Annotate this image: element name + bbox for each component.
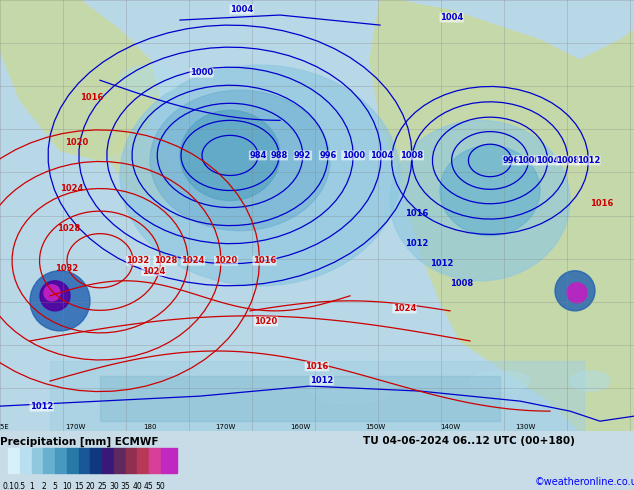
Polygon shape <box>370 0 634 431</box>
Text: Precipitation [mm] ECMWF: Precipitation [mm] ECMWF <box>0 437 158 447</box>
Bar <box>100 376 500 421</box>
Text: 1032: 1032 <box>55 264 78 273</box>
Text: 1008: 1008 <box>401 151 424 160</box>
Text: 1016: 1016 <box>405 209 429 218</box>
Text: 0.5: 0.5 <box>14 482 26 490</box>
Text: 1004: 1004 <box>370 151 393 160</box>
Bar <box>90 448 102 473</box>
Bar <box>20 448 32 473</box>
Text: 20: 20 <box>86 482 95 490</box>
Polygon shape <box>110 130 170 200</box>
Text: 150W: 150W <box>365 424 385 430</box>
Text: 0.1: 0.1 <box>3 482 14 490</box>
Bar <box>79 448 90 473</box>
Circle shape <box>44 285 60 301</box>
Bar <box>50 361 584 431</box>
Text: 1016: 1016 <box>253 256 276 265</box>
Text: 1024: 1024 <box>393 304 417 313</box>
Text: 180: 180 <box>143 424 157 430</box>
Bar <box>149 448 161 473</box>
Text: 1000: 1000 <box>190 68 213 77</box>
Text: 130W: 130W <box>515 424 535 430</box>
Text: 30: 30 <box>109 482 119 490</box>
Text: 50: 50 <box>156 482 165 490</box>
Polygon shape <box>0 0 160 160</box>
Text: 170W: 170W <box>215 424 235 430</box>
Bar <box>32 448 43 473</box>
Text: 1012: 1012 <box>430 259 453 268</box>
Bar <box>8 448 20 473</box>
Ellipse shape <box>570 371 610 391</box>
Text: 1012: 1012 <box>310 376 333 385</box>
Text: 1012: 1012 <box>577 156 600 165</box>
Text: 1012: 1012 <box>30 402 53 411</box>
Text: 992: 992 <box>294 151 311 160</box>
Text: 1028: 1028 <box>154 256 177 265</box>
Text: 996: 996 <box>320 151 337 160</box>
Text: 1032: 1032 <box>126 256 150 265</box>
Text: 1016: 1016 <box>305 362 328 371</box>
Text: 25: 25 <box>97 482 107 490</box>
Text: 1020: 1020 <box>254 317 278 326</box>
Text: 1008: 1008 <box>557 156 579 165</box>
Text: 984: 984 <box>249 151 267 160</box>
Text: 1004: 1004 <box>536 156 559 165</box>
Text: ©weatheronline.co.uk: ©weatheronline.co.uk <box>534 477 634 487</box>
Text: 1024: 1024 <box>60 184 84 193</box>
Text: 988: 988 <box>270 151 288 160</box>
Text: 1020: 1020 <box>65 138 88 147</box>
Text: 15: 15 <box>74 482 84 490</box>
Ellipse shape <box>180 110 280 200</box>
Text: 35: 35 <box>120 482 131 490</box>
Text: 2: 2 <box>41 482 46 490</box>
Circle shape <box>40 281 70 311</box>
Circle shape <box>555 271 595 311</box>
Text: 1: 1 <box>29 482 34 490</box>
Ellipse shape <box>310 379 390 404</box>
Bar <box>55 448 67 473</box>
Bar <box>43 448 55 473</box>
Text: 175E: 175E <box>0 424 9 430</box>
Ellipse shape <box>470 371 530 391</box>
Text: 45: 45 <box>144 482 154 490</box>
Ellipse shape <box>440 146 540 236</box>
Circle shape <box>30 271 90 331</box>
Text: 1004: 1004 <box>440 13 463 22</box>
Text: 1000: 1000 <box>517 156 540 165</box>
Text: 1004: 1004 <box>230 5 253 14</box>
Text: 996: 996 <box>503 156 521 165</box>
Text: 1008: 1008 <box>450 279 473 288</box>
Ellipse shape <box>390 121 570 281</box>
Text: 1024: 1024 <box>142 267 165 276</box>
Text: 1028: 1028 <box>57 223 81 233</box>
Text: 40: 40 <box>133 482 142 490</box>
Text: 1000: 1000 <box>342 151 365 160</box>
Text: 1016: 1016 <box>590 198 613 208</box>
Text: 5: 5 <box>53 482 58 490</box>
Text: 10: 10 <box>62 482 72 490</box>
Bar <box>161 448 177 473</box>
Text: 140W: 140W <box>440 424 460 430</box>
Bar <box>138 448 149 473</box>
Text: 1024: 1024 <box>181 256 205 265</box>
Ellipse shape <box>120 65 400 286</box>
Text: TU 04-06-2024 06..12 UTC (00+180): TU 04-06-2024 06..12 UTC (00+180) <box>363 437 575 446</box>
Bar <box>114 448 126 473</box>
Bar <box>67 448 79 473</box>
Bar <box>126 448 138 473</box>
Ellipse shape <box>120 65 180 95</box>
Ellipse shape <box>150 90 330 231</box>
Text: 1012: 1012 <box>405 239 429 247</box>
Text: 160W: 160W <box>290 424 310 430</box>
Bar <box>102 448 114 473</box>
Text: 170W: 170W <box>65 424 85 430</box>
Circle shape <box>567 283 587 303</box>
Text: 1016: 1016 <box>80 93 103 102</box>
Text: 1020: 1020 <box>214 256 238 265</box>
